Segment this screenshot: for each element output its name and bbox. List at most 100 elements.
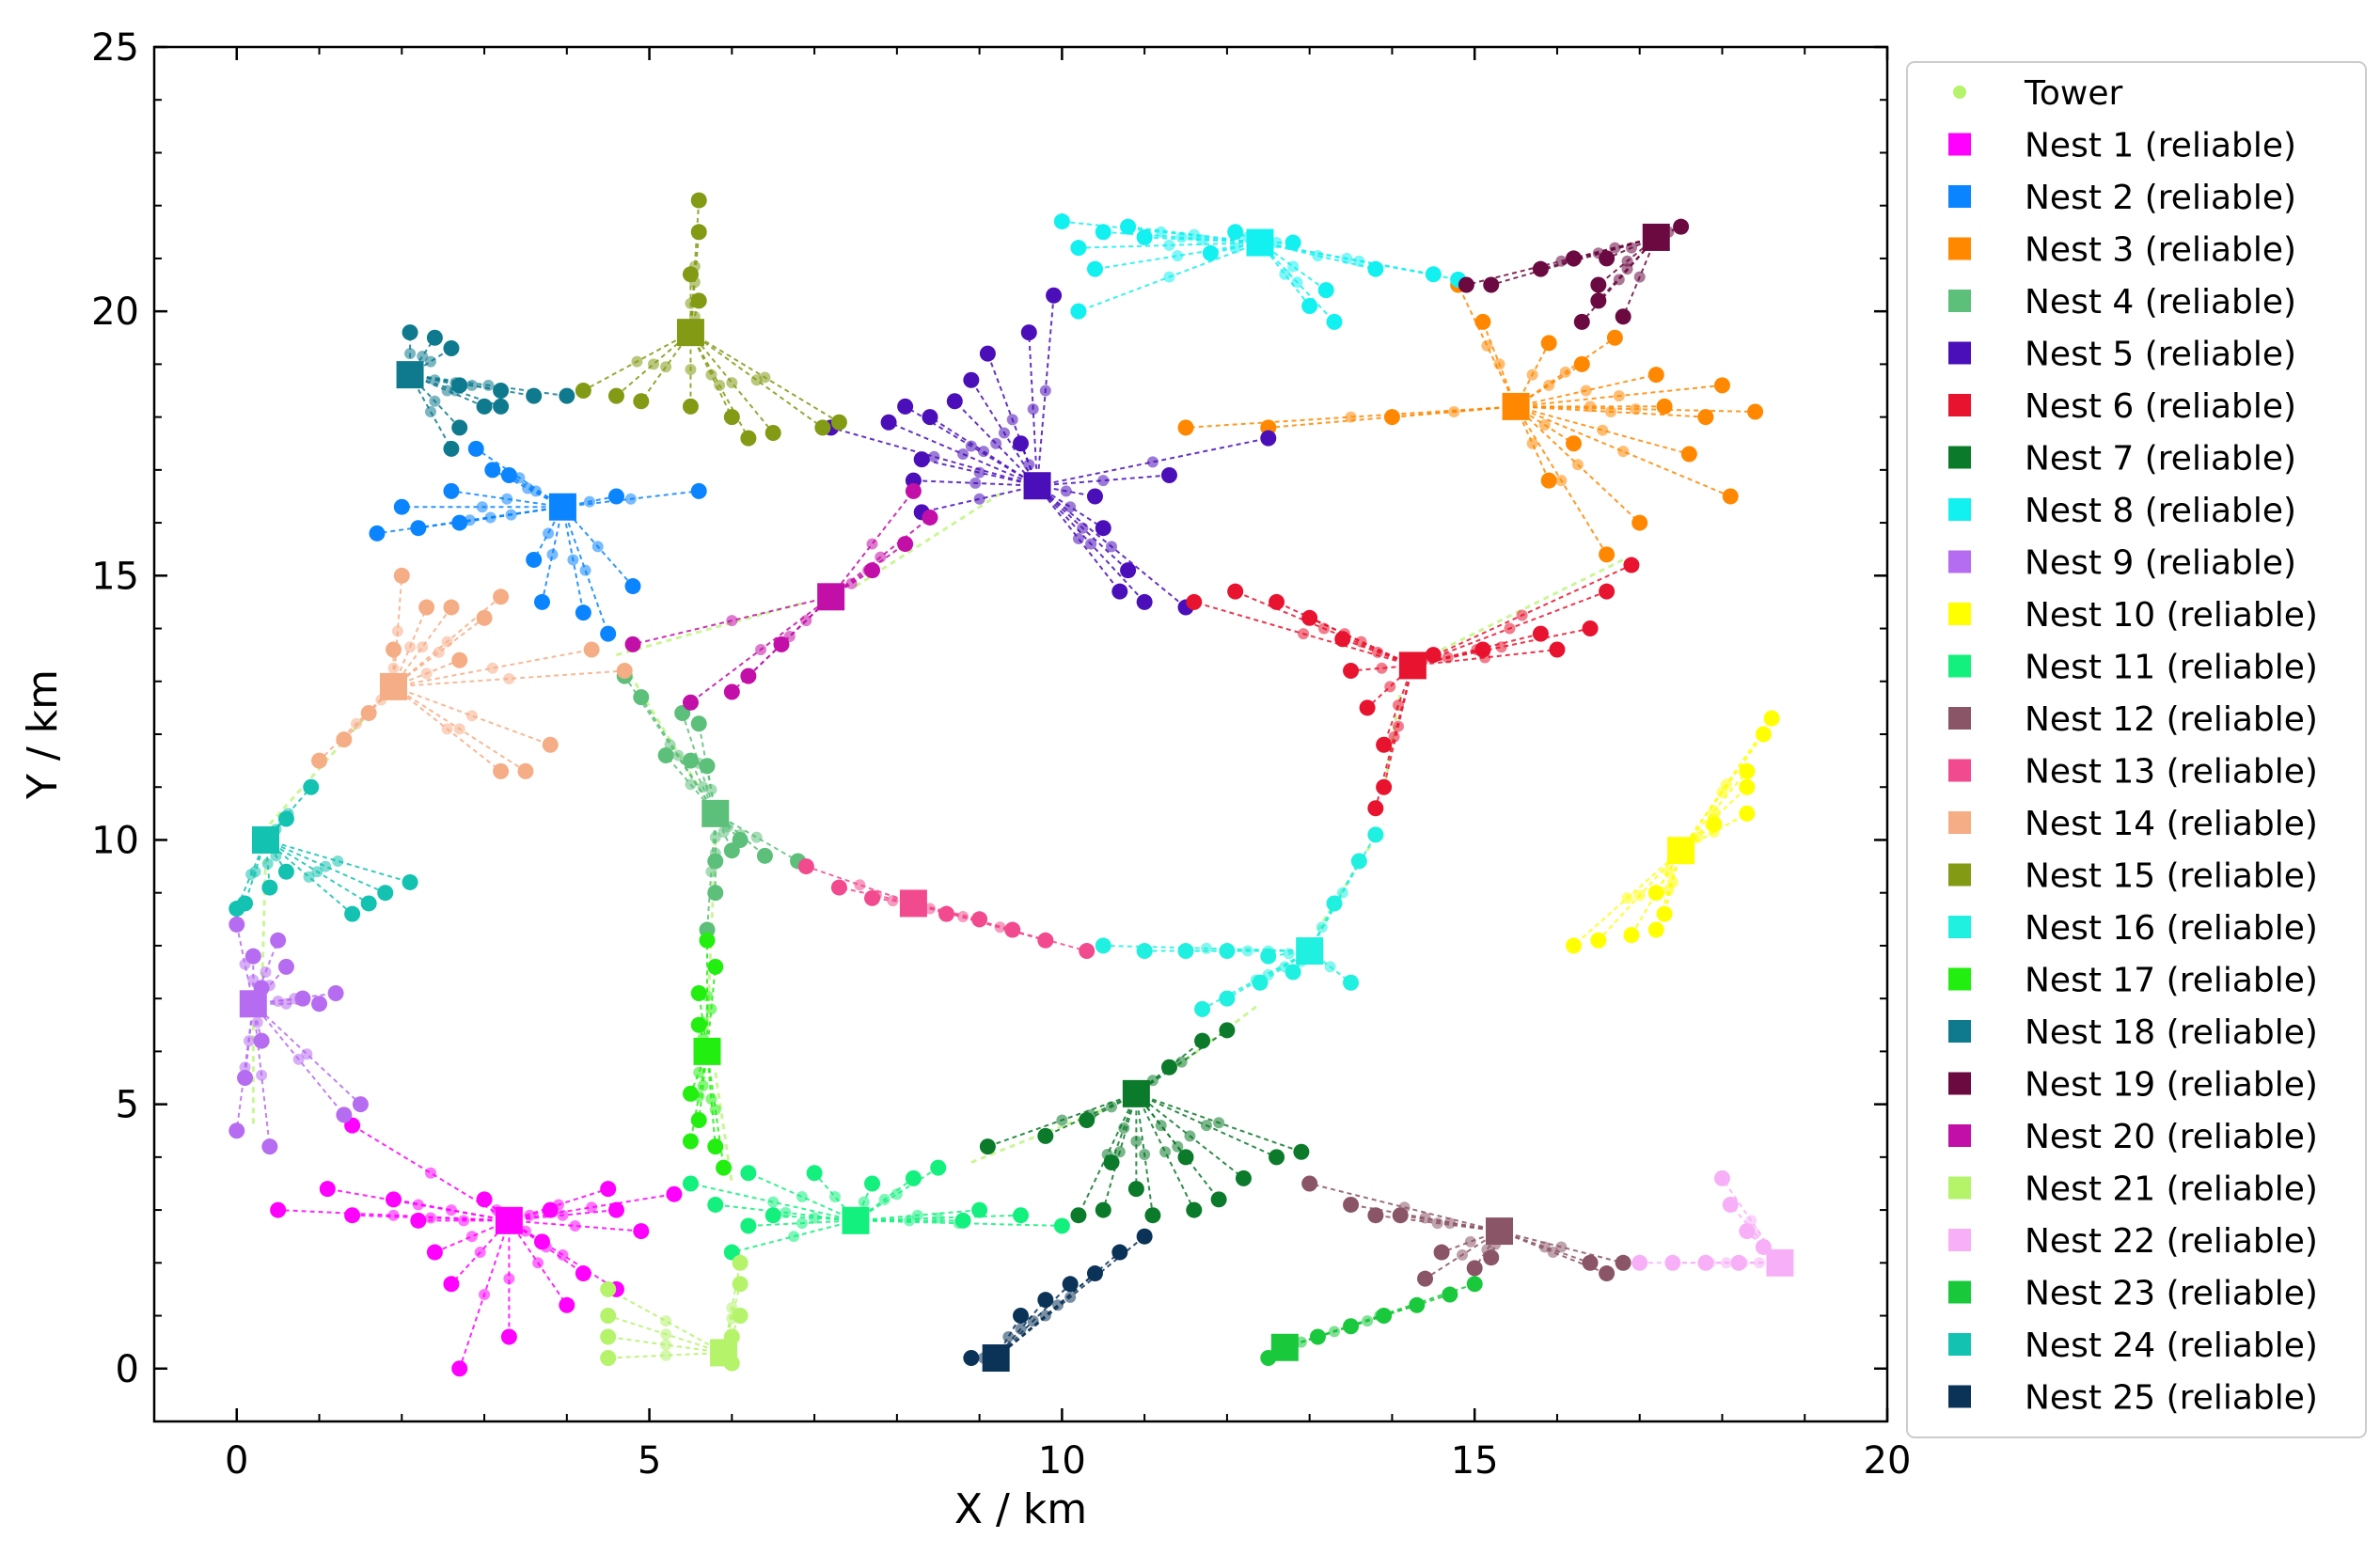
spoke-nest-4-8 bbox=[715, 812, 799, 862]
tower-point-mid-6-13 bbox=[1504, 622, 1516, 635]
tower-point-23-4 bbox=[1409, 1296, 1426, 1313]
tower-point-mid-12-10 bbox=[1431, 1217, 1443, 1230]
legend-label-10: Nest 10 (reliable) bbox=[2025, 596, 2318, 635]
spoke-nest-5-18 bbox=[1036, 485, 1121, 592]
tower-point-mid-6-6 bbox=[1393, 699, 1405, 712]
tower-point-2-12 bbox=[451, 514, 468, 531]
y-axis-label: Y / km bbox=[19, 669, 67, 800]
tower-point-mid-6-14 bbox=[1516, 609, 1528, 621]
tower-point-mid-17-5 bbox=[697, 1079, 709, 1091]
tower-point-24-6 bbox=[402, 873, 418, 890]
legend-label-23: Nest 23 (reliable) bbox=[2025, 1275, 2318, 1313]
tower-point-21-2 bbox=[600, 1308, 617, 1325]
legend-label-5: Nest 5 (reliable) bbox=[2025, 336, 2296, 374]
legend-marker-13 bbox=[1948, 759, 1971, 782]
tower-point-mid-6-4 bbox=[1372, 646, 1384, 658]
tower-point-mid-8-15 bbox=[1188, 228, 1200, 241]
link-line-12 bbox=[616, 600, 807, 657]
legend-marker-23 bbox=[1948, 1280, 1971, 1304]
tower-point-3-10 bbox=[1722, 488, 1739, 505]
tower-point-9-2 bbox=[277, 958, 294, 975]
tower-point-5-3 bbox=[922, 409, 938, 426]
tower-point-13-6 bbox=[1079, 943, 1095, 960]
tower-point-mid-6-15 bbox=[1384, 681, 1396, 693]
link-line-11 bbox=[855, 490, 1005, 588]
tower-point-mid-21-3 bbox=[660, 1315, 672, 1327]
legend-label-16: Nest 16 (reliable) bbox=[2025, 909, 2318, 948]
tower-point-mid-7-2 bbox=[1106, 1101, 1118, 1113]
tower-point-14-10 bbox=[517, 762, 534, 779]
legend-marker-9 bbox=[1948, 550, 1971, 573]
tower-point-22-2 bbox=[1697, 1254, 1714, 1271]
legend-marker-15 bbox=[1948, 863, 1971, 887]
tower-point-mid-16-12 bbox=[1279, 961, 1291, 973]
tower-point-9-5 bbox=[327, 985, 344, 1002]
tower-point-3-3 bbox=[1474, 313, 1491, 330]
tower-point-mid-21-7 bbox=[726, 1312, 738, 1325]
tower-point-mid-24-5 bbox=[320, 860, 332, 872]
tower-point-mid-25-5 bbox=[1051, 1299, 1064, 1311]
tower-point-mid-10-4 bbox=[1666, 876, 1679, 888]
tower-point-5-12 bbox=[1086, 488, 1103, 505]
spoke-nest-5-0 bbox=[830, 426, 1038, 487]
tower-point-8-8 bbox=[1317, 282, 1334, 299]
tower-point-5-9 bbox=[913, 451, 930, 468]
legend-marker-16 bbox=[1948, 916, 1971, 938]
tower-point-6-9 bbox=[1425, 647, 1442, 664]
tower-point-mid-10-10 bbox=[1720, 778, 1732, 791]
tower-point-mid-5-11 bbox=[973, 493, 985, 505]
tower-point-16-5 bbox=[1219, 990, 1236, 1007]
tower-point-mid-8-4 bbox=[1175, 231, 1188, 243]
tower-point-12-3 bbox=[1433, 1244, 1450, 1261]
tower-point-mid-13-7 bbox=[973, 916, 985, 928]
spoke-nest-6-16 bbox=[1412, 649, 1558, 667]
spoke-nest-3-9 bbox=[1515, 405, 1690, 455]
tower-point-4-3 bbox=[690, 715, 707, 732]
tower-point-6-7 bbox=[1376, 778, 1393, 795]
tower-point-mid-24-2 bbox=[261, 857, 274, 870]
tower-point-7-2 bbox=[1079, 1111, 1095, 1128]
tower-point-mid-1-18 bbox=[557, 1209, 569, 1221]
tower-point-12-8 bbox=[1599, 1265, 1616, 1282]
tower-point-25-5 bbox=[1111, 1244, 1128, 1261]
legend-label-7: Nest 7 (reliable) bbox=[2025, 440, 2296, 479]
tower-point-7-8 bbox=[1144, 1207, 1161, 1224]
tower-point-13-5 bbox=[1004, 921, 1021, 938]
spoke-nest-12-0 bbox=[1309, 1182, 1500, 1232]
tower-point-11-0 bbox=[682, 1175, 699, 1192]
tower-point-mid-8-7 bbox=[1270, 237, 1283, 249]
spoke-nest-7-11 bbox=[1135, 1092, 1220, 1201]
tower-point-mid-5-9 bbox=[973, 466, 985, 479]
tower-point-mid-10-8 bbox=[1708, 805, 1720, 817]
tower-point-9-6 bbox=[311, 996, 328, 1012]
tower-point-mid-1-19 bbox=[412, 1199, 424, 1211]
tower-point-21-1 bbox=[600, 1328, 617, 1345]
tower-point-15-6 bbox=[682, 266, 699, 283]
x-axis-label: X / km bbox=[954, 1485, 1087, 1533]
tower-point-mid-19-4 bbox=[1625, 242, 1637, 254]
tower-point-mid-21-2 bbox=[660, 1328, 672, 1341]
tower-point-mid-18-9 bbox=[425, 405, 437, 417]
tower-point-mid-11-6 bbox=[858, 1196, 870, 1208]
tower-point-7-3 bbox=[1194, 1032, 1211, 1049]
tower-point-15-10 bbox=[814, 419, 831, 436]
tower-point-mid-17-7 bbox=[709, 1104, 721, 1116]
tower-point-24-3 bbox=[344, 905, 361, 922]
tower-point-mid-11-5 bbox=[829, 1191, 842, 1203]
tower-point-6-3 bbox=[1301, 609, 1318, 626]
x-tick-label-15: 15 bbox=[1451, 1439, 1499, 1483]
tower-point-18-6 bbox=[526, 387, 543, 404]
tower-point-21-3 bbox=[600, 1280, 617, 1297]
tower-point-mid-4-7 bbox=[734, 828, 747, 840]
legend-label-15: Nest 15 (reliable) bbox=[2025, 857, 2318, 896]
tower-point-mid-3-15 bbox=[1584, 400, 1597, 413]
tower-point-12-6 bbox=[1483, 1249, 1500, 1266]
tower-point-9-7 bbox=[253, 1032, 270, 1049]
tower-point-mid-7-7 bbox=[1130, 1135, 1143, 1147]
tower-point-mid-3-3 bbox=[1493, 358, 1505, 370]
legend-marker-14 bbox=[1948, 811, 1971, 834]
tower-point-15-9 bbox=[764, 424, 781, 441]
tower-point-18-1 bbox=[426, 329, 443, 346]
tower-point-15-12 bbox=[740, 430, 757, 447]
tower-point-14-12 bbox=[616, 663, 633, 680]
